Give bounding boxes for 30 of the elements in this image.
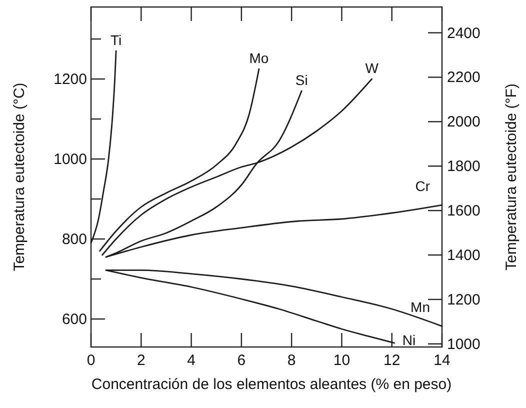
x-tick-label: 8 <box>287 352 296 369</box>
series-label: Ti <box>110 32 122 48</box>
x-tick-label: 14 <box>434 352 450 369</box>
series-label: Si <box>295 72 308 88</box>
y2-axis-title: Temperatura eutectoide (°F) <box>503 84 520 270</box>
y2-tick-label: 1000 <box>447 336 480 353</box>
series-label: Mo <box>249 50 269 66</box>
x-tick-label: 2 <box>136 352 146 369</box>
y-tick-label: 800 <box>62 231 87 248</box>
series-label: Ni <box>402 332 416 348</box>
x-tick-label: 0 <box>86 352 96 369</box>
y2-tick-label: 1400 <box>447 247 480 264</box>
series-label: Cr <box>415 178 430 194</box>
x-axis-title: Concentración de los elementos aleantes (% en peso) <box>91 376 452 393</box>
y2-tick-label: 2200 <box>447 69 480 86</box>
y2-tick-label: 2000 <box>447 114 480 131</box>
x-tick-label: 4 <box>187 352 196 369</box>
series-label: W <box>365 60 380 76</box>
y-axis-title: Temperatura eutectoide (°C) <box>11 82 28 272</box>
y2-tick-label: 2400 <box>447 24 480 42</box>
y2-tick-label: 1800 <box>447 158 480 176</box>
x-tick-label: 12 <box>384 352 400 369</box>
series-label: Mn <box>410 299 430 316</box>
y2-tick-label: 1600 <box>447 202 480 220</box>
x-tick-label: 10 <box>333 352 350 369</box>
x-tick-label: 6 <box>237 352 246 369</box>
y2-tick-label: 1200 <box>447 291 480 308</box>
y-tick-label: 600 <box>62 311 87 328</box>
y-tick-label: 1200 <box>54 71 87 88</box>
y-tick-label: 1000 <box>54 151 87 168</box>
